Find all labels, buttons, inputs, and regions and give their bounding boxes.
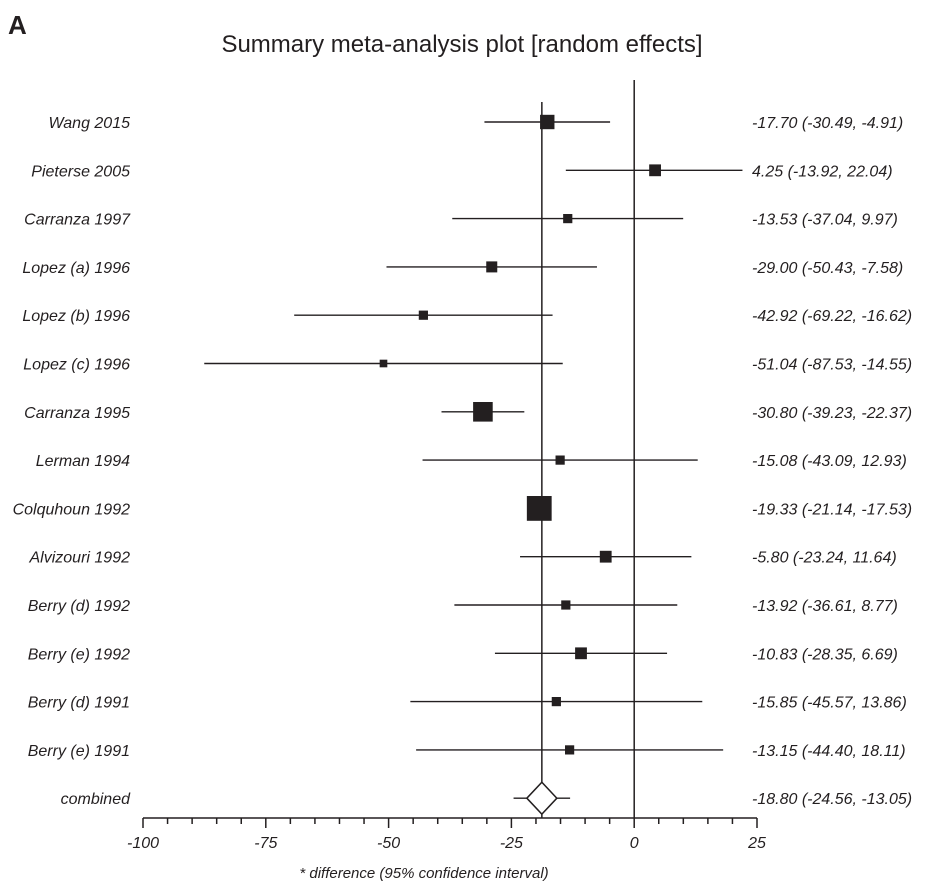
point-estimate xyxy=(486,261,498,273)
effect-label: -15.08 (-43.09, 12.93) xyxy=(752,453,907,470)
tick-label: 25 xyxy=(747,835,766,852)
effect-label: -10.83 (-28.35, 6.69) xyxy=(752,646,898,663)
study-row: Alvizouri 1992 -5.80 (-23.24, 11.64) xyxy=(29,550,897,567)
study-row: Berry (e) 1991 -13.15 (-44.40, 18.11) xyxy=(28,743,906,760)
effect-label: -17.70 (-30.49, -4.91) xyxy=(752,115,903,132)
x-axis: -100 -75 -50 -25 0 25 xyxy=(127,817,766,852)
tick-label: -100 xyxy=(127,835,159,852)
point-estimate xyxy=(418,310,428,320)
study-rows: Wang 2015 -17.70 (-30.49, -4.91) Pieterse … xyxy=(13,80,912,818)
effect-label: -42.92 (-69.22, -16.62) xyxy=(752,308,912,325)
combined-diamond xyxy=(525,781,558,816)
point-estimate xyxy=(540,114,555,130)
point-estimate xyxy=(649,164,661,177)
study-name: Lopez (b) 1996 xyxy=(22,308,130,325)
effect-label: -13.15 (-44.40, 18.11) xyxy=(752,743,906,760)
study-name: Berry (e) 1992 xyxy=(28,646,130,663)
point-estimate xyxy=(526,496,552,521)
study-name: Carranza 1997 xyxy=(24,212,131,229)
study-row: Pieterse 2005 4.25 (-13.92, 22.04) xyxy=(31,163,892,180)
study-name: Pieterse 2005 xyxy=(31,163,130,180)
point-estimate xyxy=(561,600,571,610)
effect-label: -15.85 (-45.57, 13.86) xyxy=(752,695,907,712)
chart-title: Summary meta-analysis plot [random effec… xyxy=(221,31,702,58)
point-estimate xyxy=(551,697,561,707)
point-estimate xyxy=(599,550,612,563)
effect-label: -19.33 (-21.14, -17.53) xyxy=(752,501,912,518)
x-axis-label: * difference (95% confidence interval) xyxy=(299,865,548,882)
study-row: Berry (d) 1991 -15.85 (-45.57, 13.86) xyxy=(28,695,907,712)
tick-label: -75 xyxy=(254,835,277,852)
point-estimate xyxy=(575,647,587,660)
study-row: Lopez (a) 1996 -29.00 (-50.43, -7.58) xyxy=(22,260,903,277)
study-name: Carranza 1995 xyxy=(24,405,130,422)
tick-label: 0 xyxy=(630,835,639,852)
study-name: Alvizouri 1992 xyxy=(29,550,131,567)
point-estimate xyxy=(563,214,573,224)
tick-label: -25 xyxy=(500,835,523,852)
panel-label: A xyxy=(8,10,27,40)
combined-name: combined xyxy=(61,791,131,808)
study-row: Carranza 1997 -13.53 (-37.04, 9.97) xyxy=(24,212,898,229)
study-row: Lerman 1994 -15.08 (-43.09, 12.93) xyxy=(36,453,907,470)
combined-row: combined -18.80 (-24.56, -13.05) xyxy=(61,781,912,816)
effect-label: -13.53 (-37.04, 9.97) xyxy=(752,212,898,229)
effect-label: -13.92 (-36.61, 8.77) xyxy=(752,598,898,615)
tick-label: -50 xyxy=(377,835,400,852)
point-estimate xyxy=(379,359,388,368)
study-name: Lerman 1994 xyxy=(36,453,130,470)
study-row: Berry (e) 1992 -10.83 (-28.35, 6.69) xyxy=(28,646,898,663)
study-name: Berry (d) 1992 xyxy=(28,598,130,615)
point-estimate xyxy=(555,455,565,465)
effect-label: -29.00 (-50.43, -7.58) xyxy=(752,260,903,277)
point-estimate xyxy=(473,402,493,422)
combined-label: -18.80 (-24.56, -13.05) xyxy=(752,791,912,808)
study-row: Berry (d) 1992 -13.92 (-36.61, 8.77) xyxy=(28,598,898,615)
study-row: Colquhoun 1992 -19.33 (-21.14, -17.53) xyxy=(13,496,912,521)
effect-label: -5.80 (-23.24, 11.64) xyxy=(752,550,897,567)
study-name: Colquhoun 1992 xyxy=(13,501,131,518)
study-row: Wang 2015 -17.70 (-30.49, -4.91) xyxy=(48,114,903,132)
effect-label: -51.04 (-87.53, -14.55) xyxy=(752,357,912,374)
effect-label: -30.80 (-39.23, -22.37) xyxy=(752,405,912,422)
effect-label: 4.25 (-13.92, 22.04) xyxy=(752,163,893,180)
point-estimate xyxy=(565,745,575,755)
study-row: Lopez (b) 1996 -42.92 (-69.22, -16.62) xyxy=(22,308,912,325)
study-name: Lopez (c) 1996 xyxy=(23,357,130,374)
study-name: Wang 2015 xyxy=(48,115,130,132)
study-row: Lopez (c) 1996 -51.04 (-87.53, -14.55) xyxy=(23,357,912,374)
study-row: Carranza 1995 -30.80 (-39.23, -22.37) xyxy=(24,402,912,422)
study-name: Berry (e) 1991 xyxy=(28,743,130,760)
study-name: Berry (d) 1991 xyxy=(28,695,130,712)
study-name: Lopez (a) 1996 xyxy=(22,260,130,277)
